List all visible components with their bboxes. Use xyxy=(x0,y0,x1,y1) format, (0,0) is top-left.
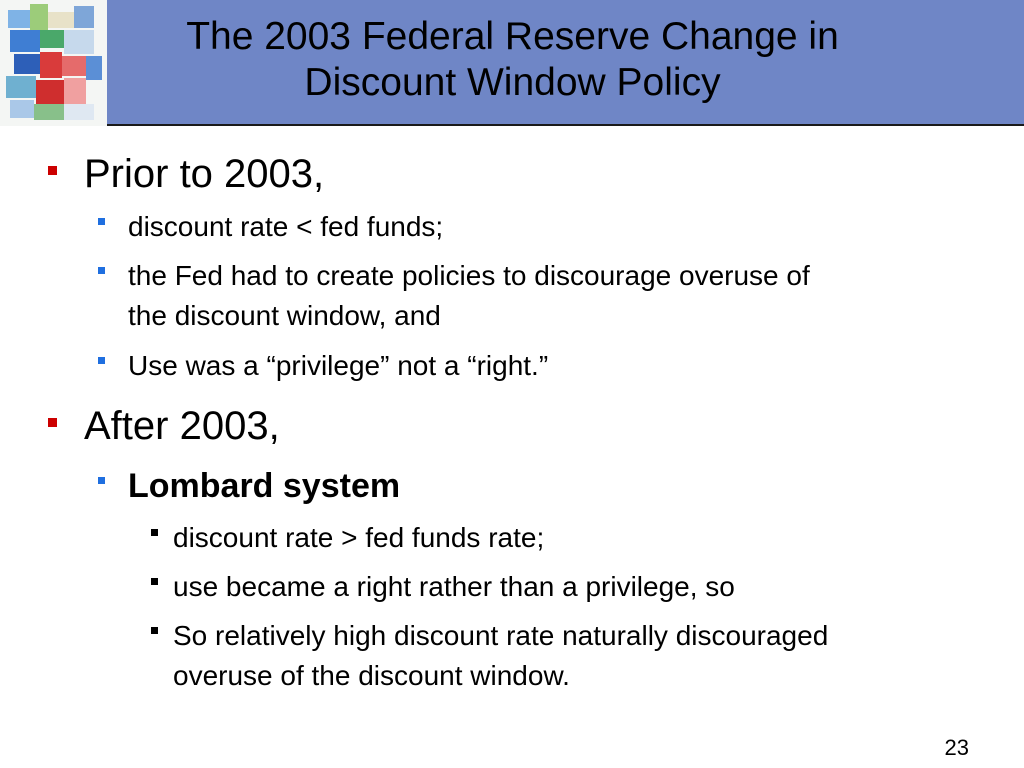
slide-title-line-2: Discount Window Policy xyxy=(304,61,721,104)
red-square-bullet-icon xyxy=(48,166,57,175)
sub-bullet-text: Use was a “privilege” not a “right.” xyxy=(128,350,549,381)
blue-square-bullet-icon xyxy=(98,267,105,274)
blue-square-bullet-icon xyxy=(98,477,105,484)
lombard-system-label: Lombard system xyxy=(128,467,401,505)
bullet-after-2003: After 2003, xyxy=(48,404,280,448)
sub-bullet-text: the Fed had to create policies to discou… xyxy=(128,260,810,291)
sub-bullet-1: discount rate < fed funds; xyxy=(98,207,443,247)
sub-sub-bullet-text-block: So relatively high discount rate natural… xyxy=(173,616,828,696)
bullet-after-label: After 2003, xyxy=(84,404,280,448)
sub-sub-bullet-3: So relatively high discount rate natural… xyxy=(151,616,828,696)
slide-title: The 2003 Federal Reserve Change in Disco… xyxy=(107,14,918,106)
bullet-prior-2003: Prior to 2003, xyxy=(48,152,324,196)
blue-square-bullet-icon xyxy=(98,218,105,225)
sub-sub-bullet-text: use became a right rather than a privile… xyxy=(173,571,735,602)
sub-bullet-text-continued: the discount window, and xyxy=(128,300,441,331)
sub-bullet-text-block: the Fed had to create policies to discou… xyxy=(128,256,810,336)
sub-sub-bullet-text-continued: overuse of the discount window. xyxy=(173,660,570,691)
slide-title-line-1: The 2003 Federal Reserve Change in xyxy=(186,15,839,58)
sub-bullet-lombard: Lombard system xyxy=(98,466,400,506)
sub-bullet-2: the Fed had to create policies to discou… xyxy=(98,256,810,336)
sub-bullet-3: Use was a “privilege” not a “right.” xyxy=(98,346,548,386)
black-square-bullet-icon xyxy=(151,578,158,585)
bullet-prior-label: Prior to 2003, xyxy=(84,152,325,196)
blue-square-bullet-icon xyxy=(98,357,105,364)
sub-sub-bullet-1: discount rate > fed funds rate; xyxy=(151,518,544,558)
page-number: 23 xyxy=(944,735,969,760)
sub-sub-bullet-text: So relatively high discount rate natural… xyxy=(173,620,829,651)
collage-graphic xyxy=(0,0,107,126)
title-bar: The 2003 Federal Reserve Change in Disco… xyxy=(107,0,1024,126)
logo-image xyxy=(0,0,107,126)
red-square-bullet-icon xyxy=(48,418,57,427)
sub-bullet-text: discount rate < fed funds; xyxy=(128,211,444,242)
sub-sub-bullet-2: use became a right rather than a privile… xyxy=(151,567,735,607)
black-square-bullet-icon xyxy=(151,529,158,536)
black-square-bullet-icon xyxy=(151,627,158,634)
sub-sub-bullet-text: discount rate > fed funds rate; xyxy=(173,522,545,553)
